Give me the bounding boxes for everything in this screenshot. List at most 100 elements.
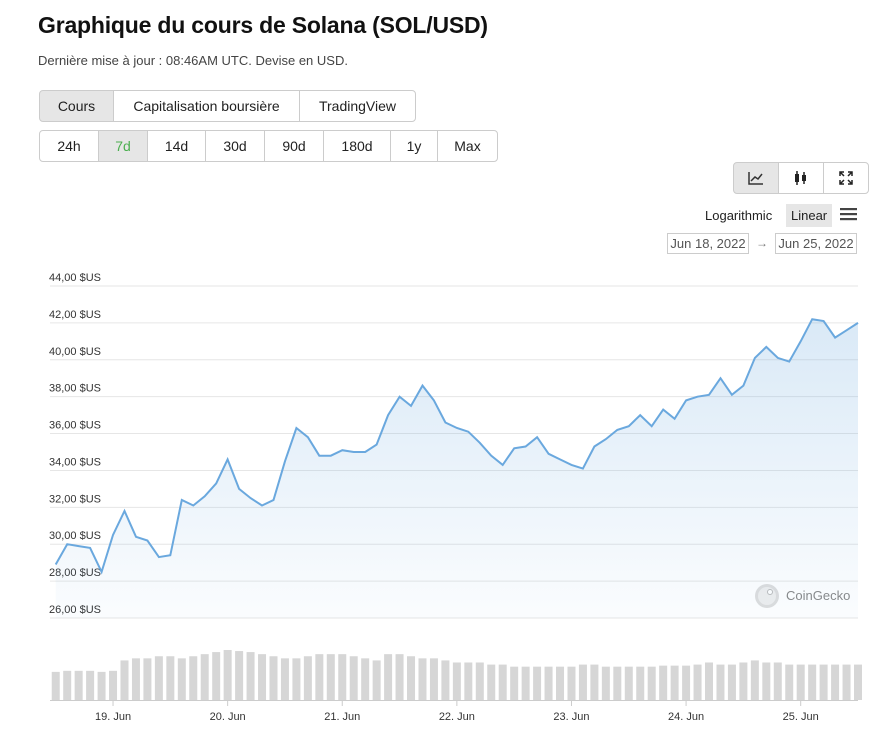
volume-bar xyxy=(143,658,152,700)
volume-bar xyxy=(407,656,416,700)
volume-bar xyxy=(487,664,496,700)
x-tick-label: 23. Jun xyxy=(553,711,589,723)
volume-bar xyxy=(613,666,622,700)
volume-bar xyxy=(590,664,599,700)
volume-bar xyxy=(727,664,736,700)
x-tick-label: 25. Jun xyxy=(783,711,819,723)
volume-bar xyxy=(441,660,450,700)
volume-bar xyxy=(269,656,278,700)
y-tick-label: 44,00 $US xyxy=(49,272,101,284)
volume-bar xyxy=(223,650,232,700)
tab[interactable]: Capitalisation boursière xyxy=(113,90,300,122)
x-tick-label: 22. Jun xyxy=(439,711,475,723)
volume-bar xyxy=(395,654,404,700)
tab[interactable]: 7d xyxy=(98,130,148,162)
volume-bar xyxy=(819,664,828,700)
tab[interactable]: 14d xyxy=(147,130,206,162)
fullscreen-button[interactable] xyxy=(823,162,869,194)
tab[interactable]: 30d xyxy=(205,130,265,162)
volume-bar xyxy=(705,662,714,700)
icon xyxy=(839,171,853,185)
x-tick-label: 24. Jun xyxy=(668,711,704,723)
volume-bar xyxy=(361,658,370,700)
tab[interactable]: 180d xyxy=(323,130,391,162)
volume-bar xyxy=(831,664,840,700)
volume-bar xyxy=(533,666,542,700)
volume-bar xyxy=(773,662,782,700)
volume-bar xyxy=(280,658,289,700)
volume-bar xyxy=(315,654,324,700)
volume-bar xyxy=(601,666,610,700)
log-option[interactable]: Logarithmic xyxy=(705,208,773,223)
volume-bar xyxy=(464,662,473,700)
y-tick-label: 38,00 $US xyxy=(49,383,101,395)
volume-bar xyxy=(693,664,702,700)
icon xyxy=(748,172,763,185)
line-chart-button[interactable] xyxy=(733,162,779,194)
volume-bar xyxy=(670,665,679,700)
volume-bar xyxy=(246,652,255,700)
volume-bar xyxy=(624,666,633,700)
volume-bar xyxy=(120,660,129,700)
volume-bar xyxy=(418,658,427,700)
volume-bar xyxy=(303,656,312,700)
volume-bar xyxy=(384,654,393,700)
y-tick-label: 26,00 $US xyxy=(49,604,101,616)
tab[interactable]: 24h xyxy=(39,130,99,162)
volume-bar xyxy=(51,671,60,700)
y-tick-label: 28,00 $US xyxy=(49,567,101,579)
price-line xyxy=(54,318,859,575)
volume-bar xyxy=(659,665,668,700)
volume-bar xyxy=(498,664,507,700)
tab[interactable]: TradingView xyxy=(299,90,416,122)
x-tick-label: 20. Jun xyxy=(210,711,246,723)
volume-bar xyxy=(235,651,244,700)
x-tick-label: 19. Jun xyxy=(95,711,131,723)
volume-bar xyxy=(716,664,725,700)
tab[interactable]: 1y xyxy=(390,130,438,162)
volume-bar xyxy=(842,664,851,700)
volume-bar xyxy=(796,664,805,700)
volume-bar xyxy=(429,658,438,700)
y-tick-label: 34,00 $US xyxy=(49,456,101,468)
tab[interactable]: Max xyxy=(437,130,498,162)
volume-bar xyxy=(452,662,461,700)
volume-bar xyxy=(682,665,691,700)
volume-bar xyxy=(292,658,301,700)
volume-bar xyxy=(63,670,72,700)
icon xyxy=(795,171,806,185)
y-tick-label: 40,00 $US xyxy=(49,346,101,358)
volume-bar xyxy=(97,671,106,700)
volume-bar xyxy=(762,662,771,700)
volume-bar xyxy=(785,664,794,700)
menu-icon xyxy=(840,208,857,221)
volume-bar xyxy=(74,670,83,700)
candlestick-button[interactable] xyxy=(778,162,824,194)
volume-bar xyxy=(212,652,221,700)
volume-bar xyxy=(567,666,576,700)
volume-bar xyxy=(109,670,118,700)
volume-bar xyxy=(258,654,267,700)
volume-bar xyxy=(166,656,175,700)
volume-bar xyxy=(544,666,553,700)
linear-option[interactable]: Linear xyxy=(786,204,833,227)
y-tick-label: 32,00 $US xyxy=(49,493,101,505)
volume-bar xyxy=(131,658,140,700)
volume-bar xyxy=(349,656,358,700)
coingecko-logo xyxy=(755,584,779,608)
volume-bar xyxy=(636,666,645,700)
x-tick-label: 21. Jun xyxy=(324,711,360,723)
tab[interactable]: Cours xyxy=(39,90,114,122)
volume-bar xyxy=(647,666,656,700)
date-to[interactable]: Jun 25, 2022 xyxy=(775,233,857,254)
tab[interactable]: 90d xyxy=(264,130,324,162)
volume-bar xyxy=(189,656,198,700)
volume-bar xyxy=(372,660,381,700)
volume-bar xyxy=(326,654,335,700)
volume-bar xyxy=(510,666,519,700)
volume-bar xyxy=(739,662,748,700)
date-from[interactable]: Jun 18, 2022 xyxy=(667,233,749,254)
volume-bar xyxy=(86,670,95,700)
volume-bar xyxy=(521,666,530,700)
y-tick-label: 42,00 $US xyxy=(49,309,101,321)
